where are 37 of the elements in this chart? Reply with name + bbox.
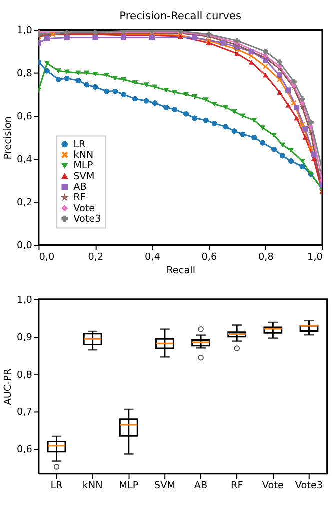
- y-tick-label: 1,0: [17, 26, 32, 37]
- x-axis-title: Recall: [166, 266, 196, 277]
- y-tick-label: 0,4: [17, 154, 32, 166]
- legend-label: AB: [74, 182, 87, 193]
- x-tick-label: LR: [50, 480, 64, 492]
- x-tick-label: 0,0: [39, 252, 55, 264]
- y-tick-label: 0,0: [17, 240, 32, 252]
- x-tick-label: kNN: [82, 480, 103, 492]
- x-tick-label: Vote3: [295, 480, 324, 492]
- y-tick-label: 0,6: [17, 444, 32, 456]
- legend-label: kNN: [74, 150, 94, 162]
- y-tick-label: 0,8: [17, 370, 32, 381]
- legend-label: Vote3: [74, 214, 102, 225]
- x-tick-label: 0,6: [202, 252, 218, 264]
- y-tick-label: 0,8: [17, 68, 32, 80]
- legend-label: RF: [74, 192, 86, 204]
- y-tick-label: 0,7: [17, 407, 32, 418]
- x-tick-label: 1,0: [308, 252, 323, 264]
- legend-label: MLP: [74, 160, 94, 172]
- y-axis-title: AUC-PR: [3, 368, 14, 406]
- x-tick-label: Vote: [262, 480, 284, 492]
- y-tick-label: 0,6: [17, 112, 32, 123]
- legend-label: LR: [74, 139, 86, 150]
- x-tick-label: AB: [194, 480, 208, 492]
- chart-title: Precision-Recall curves: [120, 10, 242, 23]
- legend-label: SVM: [74, 171, 95, 182]
- y-tick-label: 0,2: [17, 198, 32, 209]
- legend-label: Vote: [74, 203, 96, 214]
- y-axis-title: Precision: [3, 116, 14, 160]
- x-tick-label: SVM: [154, 480, 176, 492]
- x-tick-label: RF: [230, 480, 244, 492]
- x-tick-label: MLP: [119, 480, 139, 492]
- x-tick-label: 0,2: [88, 252, 104, 264]
- x-tick-label: 0,8: [258, 252, 274, 264]
- y-tick-label: 1,0: [17, 294, 32, 306]
- x-tick-label: 0,4: [145, 252, 160, 264]
- y-tick-label: 0,9: [17, 332, 32, 344]
